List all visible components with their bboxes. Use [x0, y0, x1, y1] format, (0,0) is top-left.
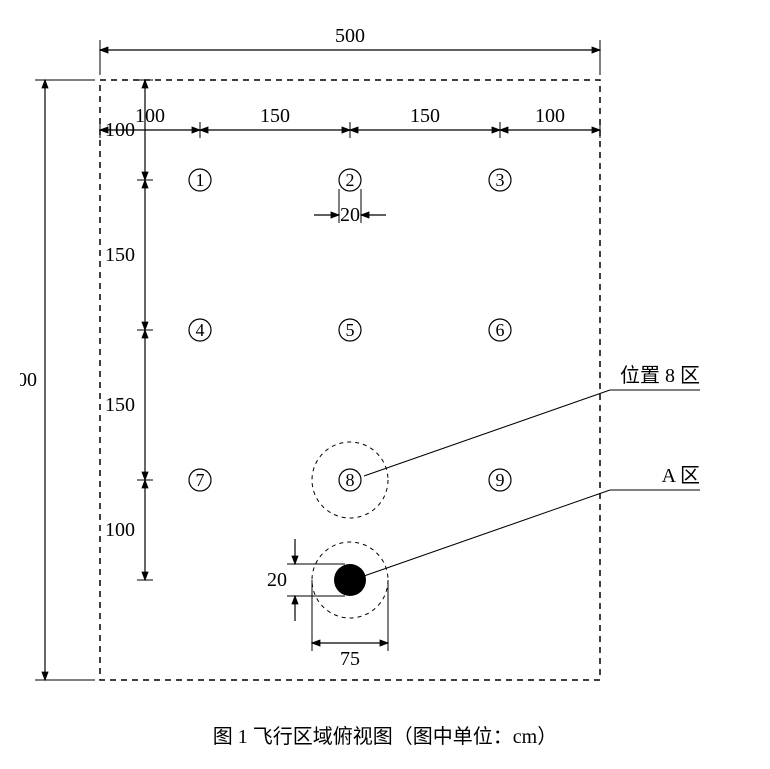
callout-zoneA-leader: [364, 490, 610, 576]
dim-v-label-0: 100: [105, 119, 135, 141]
node-label-4: 4: [196, 320, 205, 340]
callout-zone8-leader: [364, 390, 610, 476]
node-label-9: 9: [496, 470, 505, 490]
dim-v-label-3: 100: [105, 519, 135, 541]
flight-zone-diagram: 5006001001501501001001501501001234567892…: [20, 20, 770, 690]
dim-v-label-2: 150: [105, 394, 135, 416]
a-point-filled: [334, 564, 366, 596]
dim-node2-diameter: 20: [340, 204, 360, 226]
dim-a-small: 20: [267, 569, 287, 591]
dim-h-label-2: 150: [410, 105, 440, 127]
dim-h-label-3: 100: [535, 105, 565, 127]
node-label-5: 5: [346, 320, 355, 340]
diagram-caption: 图 1 飞行区域俯视图（图中单位：cm）: [20, 720, 750, 749]
node-label-7: 7: [196, 470, 205, 490]
dim-left-total: 600: [20, 369, 37, 391]
dim-v-label-1: 150: [105, 244, 135, 266]
dim-top-total: 500: [335, 25, 365, 47]
node-label-6: 6: [496, 320, 505, 340]
dim-h-label-0: 100: [135, 105, 165, 127]
node-label-1: 1: [196, 170, 205, 190]
callout-zoneA-label: A 区: [662, 465, 700, 487]
callout-zone8-label: 位置 8 区: [620, 364, 700, 387]
dim-a-large: 75: [340, 648, 360, 670]
dim-h-label-1: 150: [260, 105, 290, 127]
node-label-3: 3: [496, 170, 505, 190]
node-label-2: 2: [346, 170, 355, 190]
node-label-8: 8: [346, 470, 355, 490]
